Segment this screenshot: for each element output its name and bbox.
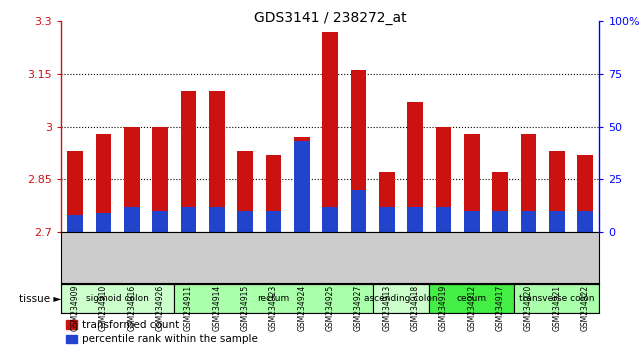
Bar	[265, 211, 281, 232]
Bar	[549, 151, 565, 232]
Text: sigmoid colon: sigmoid colon	[86, 294, 149, 303]
Bar	[209, 207, 224, 232]
Bar	[520, 211, 537, 232]
Bar	[294, 137, 310, 232]
Bar	[67, 215, 83, 232]
Text: rectum: rectum	[257, 294, 290, 303]
Bar	[436, 207, 451, 232]
Bar	[174, 284, 372, 313]
Text: ascending colon: ascending colon	[364, 294, 438, 303]
Bar	[379, 172, 395, 232]
Bar	[96, 133, 111, 232]
Bar	[549, 211, 565, 232]
Bar	[492, 211, 508, 232]
Bar	[578, 211, 593, 232]
Bar	[464, 133, 479, 232]
Bar	[124, 126, 140, 232]
Bar	[124, 207, 140, 232]
Bar	[322, 207, 338, 232]
Text: transverse colon: transverse colon	[519, 294, 595, 303]
Bar	[237, 211, 253, 232]
Bar	[96, 213, 111, 232]
Bar	[209, 91, 224, 232]
Bar	[181, 207, 196, 232]
Bar	[153, 126, 168, 232]
Bar	[181, 91, 196, 232]
Bar	[429, 284, 514, 313]
Text: GDS3141 / 238272_at: GDS3141 / 238272_at	[254, 11, 406, 25]
Bar	[237, 151, 253, 232]
Bar	[67, 151, 83, 232]
Bar	[464, 211, 479, 232]
Bar	[265, 155, 281, 232]
Bar	[351, 70, 366, 232]
Bar	[436, 126, 451, 232]
Text: tissue ►: tissue ►	[19, 294, 61, 304]
Text: cecum: cecum	[457, 294, 487, 303]
Bar	[578, 155, 593, 232]
Bar	[61, 284, 174, 313]
Bar	[294, 141, 310, 232]
Bar	[514, 284, 599, 313]
Legend: transformed count, percentile rank within the sample: transformed count, percentile rank withi…	[66, 320, 258, 344]
Bar	[492, 172, 508, 232]
Bar	[351, 190, 366, 232]
Bar	[372, 284, 429, 313]
Bar	[379, 207, 395, 232]
Bar	[520, 133, 537, 232]
Bar	[322, 32, 338, 232]
Bar	[153, 211, 168, 232]
Bar	[407, 102, 423, 232]
Bar	[407, 207, 423, 232]
